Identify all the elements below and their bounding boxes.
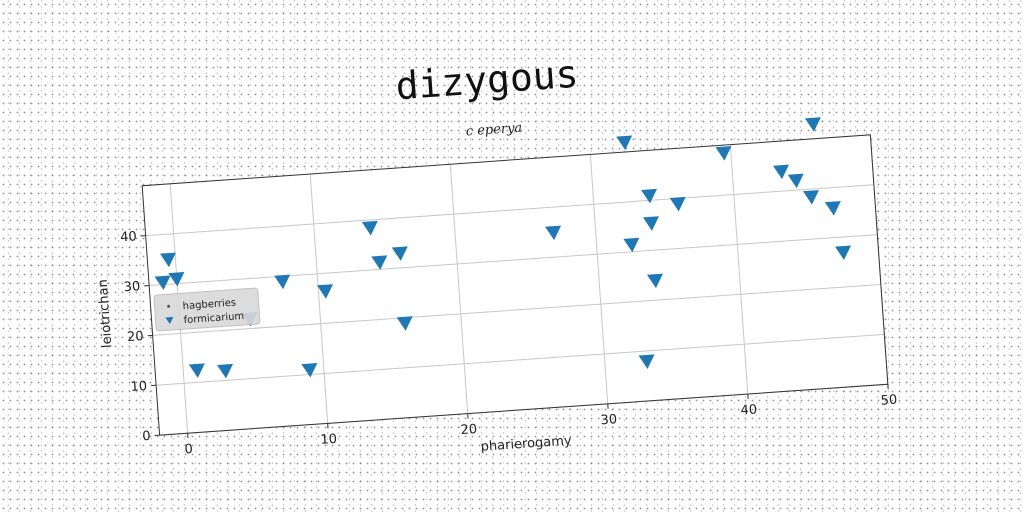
x-gridline xyxy=(309,173,329,424)
x-gridline xyxy=(449,164,469,414)
data-point xyxy=(361,220,378,236)
data-point xyxy=(616,135,633,150)
y-gridline xyxy=(152,283,881,336)
data-point xyxy=(802,190,819,205)
legend-marker xyxy=(167,304,171,308)
data-point xyxy=(545,225,562,241)
data-point xyxy=(835,245,851,260)
data-point xyxy=(371,255,388,270)
x-tick-label: 50 xyxy=(880,393,898,409)
data-point xyxy=(317,284,333,299)
data-point xyxy=(641,188,658,204)
y-gridline xyxy=(156,333,885,386)
data-point xyxy=(188,363,205,378)
data-point xyxy=(642,216,659,231)
y-tick-label: 20 xyxy=(127,329,145,345)
data-point xyxy=(217,363,234,379)
data-point xyxy=(391,246,408,261)
data-point xyxy=(154,275,171,291)
legend-box xyxy=(153,287,261,332)
x-axis-label: pharierogamy xyxy=(480,433,572,454)
y-gridline xyxy=(149,234,878,287)
x-tick-label: 0 xyxy=(184,442,193,458)
data-point xyxy=(669,196,686,212)
x-tick-label: 20 xyxy=(460,422,478,438)
legend-marker xyxy=(165,316,174,325)
legend-label: formicarium xyxy=(183,311,244,326)
plot-area: 0 10 20 30 40 50 0 10 20 30 40 pharierogamy leiotric… xyxy=(96,117,898,458)
data-point xyxy=(623,237,640,253)
x-tick-label: 40 xyxy=(740,402,758,418)
data-point xyxy=(638,354,655,369)
x-gridline xyxy=(589,154,609,404)
y-tick-label: 40 xyxy=(120,229,138,245)
data-point xyxy=(274,274,291,290)
data-point xyxy=(715,146,732,161)
data-point xyxy=(160,252,176,268)
data-point xyxy=(787,173,804,189)
data-point xyxy=(773,164,790,180)
y-axis-label: leiotrichan xyxy=(96,279,116,349)
x-tick-label: 10 xyxy=(320,432,338,448)
x-gridline xyxy=(729,144,749,395)
legend-label: hagberries xyxy=(182,298,236,313)
data-point xyxy=(301,362,318,378)
data-point xyxy=(824,201,841,216)
data-point xyxy=(396,316,413,331)
y-tick-label: 30 xyxy=(123,279,141,295)
data-point xyxy=(804,117,821,132)
y-gridline xyxy=(145,184,874,237)
x-tick-label: 30 xyxy=(600,412,618,428)
y-tick-label: 0 xyxy=(142,429,151,445)
y-tick-label: 10 xyxy=(130,379,148,395)
plot-background xyxy=(142,134,888,436)
plot-frame xyxy=(141,134,889,436)
data-point xyxy=(646,273,663,289)
data-point xyxy=(168,272,185,287)
